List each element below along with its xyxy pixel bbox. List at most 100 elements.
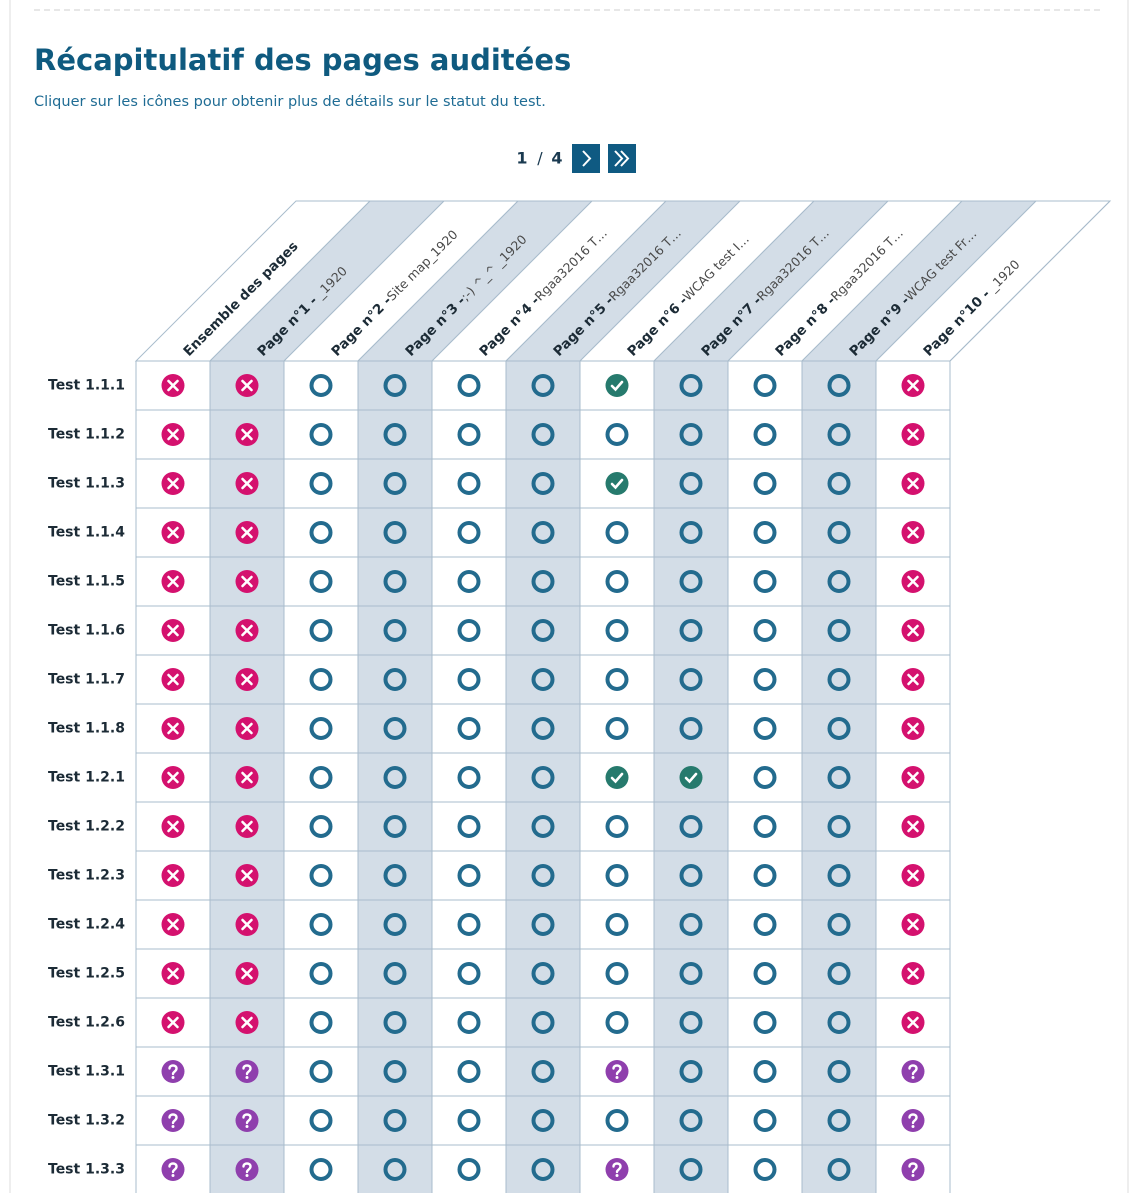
ring[interactable] [383, 864, 407, 887]
status-icon-untested[interactable] [309, 962, 333, 985]
status-icon-untested[interactable] [383, 472, 407, 495]
disc[interactable] [679, 766, 703, 789]
status-icon-untested[interactable] [309, 423, 333, 446]
ring[interactable] [309, 766, 333, 789]
status-icon-untested[interactable] [309, 668, 333, 691]
ring[interactable] [753, 570, 777, 593]
ring[interactable] [383, 1060, 407, 1083]
question-dot[interactable] [615, 1174, 619, 1177]
ring[interactable] [309, 668, 333, 691]
next-icon[interactable] [582, 150, 592, 167]
ring[interactable] [383, 815, 407, 838]
question[interactable] [242, 1113, 252, 1125]
status-icon-failed[interactable] [235, 913, 259, 936]
ring[interactable] [753, 766, 777, 789]
question[interactable] [168, 1162, 178, 1174]
status-icon-untested[interactable] [383, 668, 407, 691]
cross[interactable] [907, 722, 919, 735]
question-dot[interactable] [245, 1125, 249, 1128]
ring[interactable] [457, 913, 481, 936]
status-icon-untested[interactable] [679, 1011, 703, 1034]
ring[interactable] [605, 570, 629, 593]
status-icon-untested[interactable] [309, 1109, 333, 1132]
status-icon-failed[interactable] [161, 717, 185, 740]
question[interactable] [168, 1064, 178, 1076]
ring[interactable] [679, 1109, 703, 1132]
ring[interactable] [457, 668, 481, 691]
question[interactable] [168, 1113, 178, 1125]
cross[interactable] [241, 526, 253, 539]
status-icon-untested[interactable] [531, 766, 555, 789]
ring[interactable] [753, 864, 777, 887]
cross[interactable] [167, 526, 179, 539]
cross[interactable] [907, 673, 919, 686]
ring[interactable] [679, 668, 703, 691]
ring[interactable] [383, 766, 407, 789]
status-icon-failed[interactable] [161, 423, 185, 446]
check[interactable] [610, 478, 624, 490]
ring[interactable] [753, 472, 777, 495]
question[interactable] [612, 1162, 622, 1174]
ring[interactable] [309, 374, 333, 397]
status-icon-untested[interactable] [457, 521, 481, 544]
ring[interactable] [679, 521, 703, 544]
check[interactable] [610, 772, 624, 784]
status-icon-untested[interactable] [827, 864, 851, 887]
ring[interactable] [531, 1109, 555, 1132]
status-icon-failed[interactable] [235, 570, 259, 593]
ring[interactable] [679, 913, 703, 936]
ring[interactable] [605, 1109, 629, 1132]
ring[interactable] [457, 619, 481, 642]
cross[interactable] [241, 967, 253, 980]
ring[interactable] [679, 1060, 703, 1083]
ring[interactable] [827, 962, 851, 985]
status-icon-untested[interactable] [457, 1109, 481, 1132]
ring[interactable] [531, 570, 555, 593]
status-icon-untested[interactable] [457, 570, 481, 593]
cross[interactable] [167, 820, 179, 833]
status-icon-untested[interactable] [827, 521, 851, 544]
status-icon-untested[interactable] [753, 423, 777, 446]
status-icon-undetermined[interactable] [161, 1158, 185, 1181]
question[interactable] [612, 1064, 622, 1076]
disc[interactable] [605, 472, 629, 495]
status-icon-untested[interactable] [383, 521, 407, 544]
status-icon-untested[interactable] [827, 570, 851, 593]
ring[interactable] [457, 423, 481, 446]
status-icon-untested[interactable] [531, 1158, 555, 1181]
ring[interactable] [457, 521, 481, 544]
status-icon-untested[interactable] [457, 864, 481, 887]
question[interactable] [908, 1064, 918, 1076]
ring[interactable] [753, 374, 777, 397]
status-icon-untested[interactable] [531, 668, 555, 691]
ring[interactable] [679, 570, 703, 593]
ring[interactable] [679, 423, 703, 446]
ring[interactable] [679, 717, 703, 740]
check[interactable] [684, 772, 698, 784]
cross[interactable] [241, 575, 253, 588]
status-icon-undetermined[interactable] [235, 1109, 259, 1132]
status-icon-untested[interactable] [605, 962, 629, 985]
ring[interactable] [309, 423, 333, 446]
cross[interactable] [907, 967, 919, 980]
cross[interactable] [907, 477, 919, 490]
ring[interactable] [309, 521, 333, 544]
ring[interactable] [383, 717, 407, 740]
cross[interactable] [241, 771, 253, 784]
status-icon-undetermined[interactable] [901, 1158, 925, 1181]
status-icon-untested[interactable] [827, 423, 851, 446]
status-icon-untested[interactable] [753, 1109, 777, 1132]
status-icon-untested[interactable] [827, 1158, 851, 1181]
status-icon-untested[interactable] [753, 521, 777, 544]
ring[interactable] [605, 423, 629, 446]
ring[interactable] [309, 815, 333, 838]
status-icon-untested[interactable] [827, 766, 851, 789]
status-icon-failed[interactable] [901, 1011, 925, 1034]
ring[interactable] [605, 668, 629, 691]
status-icon-untested[interactable] [309, 717, 333, 740]
status-icon-failed[interactable] [901, 864, 925, 887]
status-icon-untested[interactable] [679, 374, 703, 397]
ring[interactable] [309, 472, 333, 495]
status-icon-untested[interactable] [309, 766, 333, 789]
status-icon-failed[interactable] [235, 668, 259, 691]
